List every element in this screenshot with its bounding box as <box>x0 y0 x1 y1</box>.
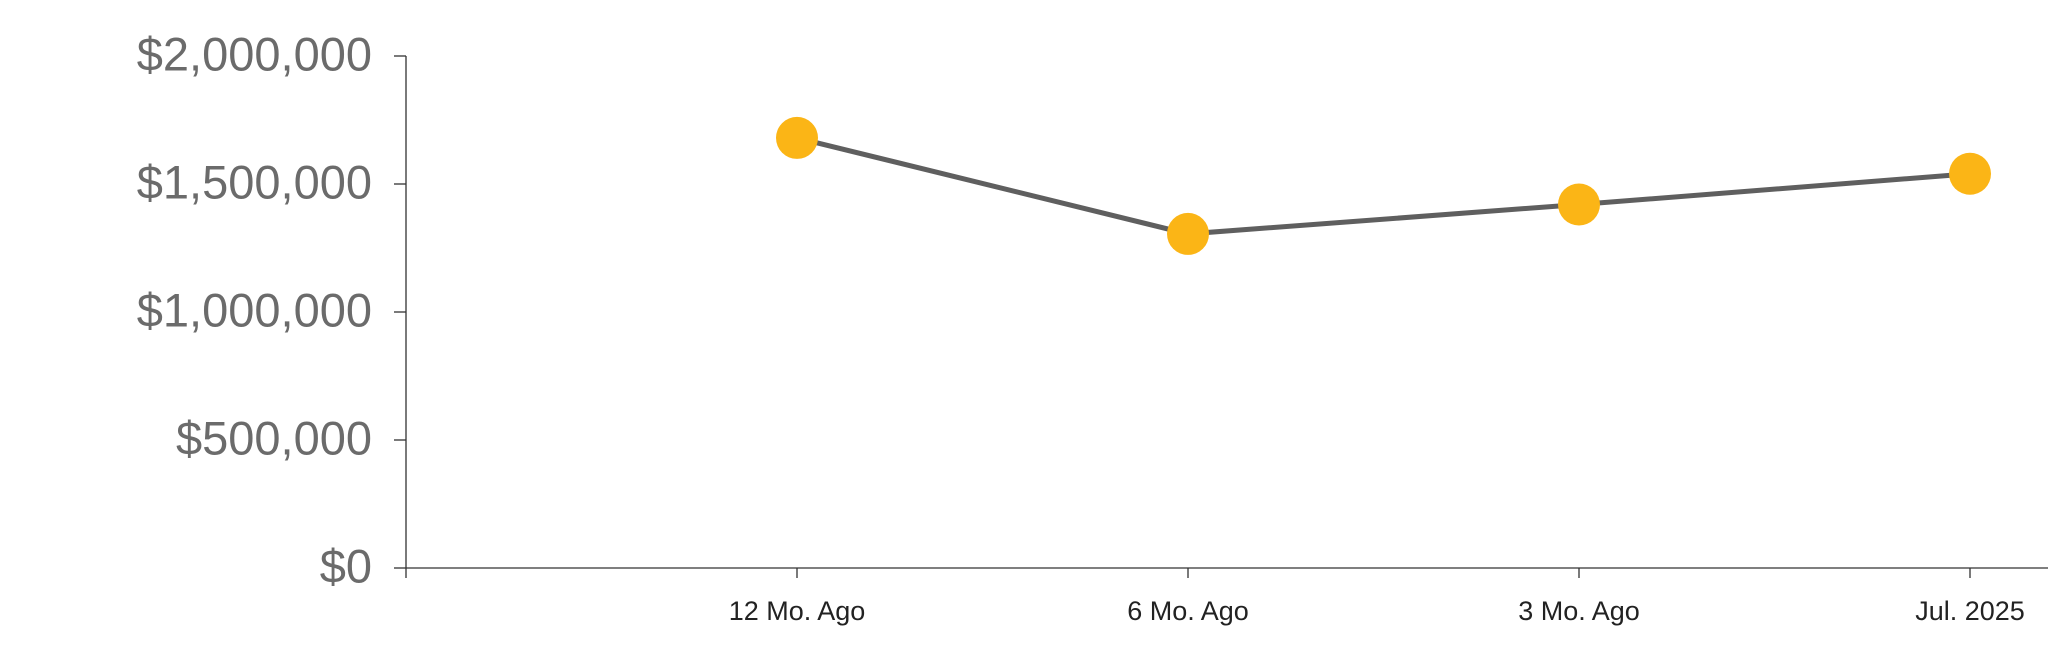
y-tick-label: $0 <box>320 539 372 592</box>
y-tick-label: $1,000,000 <box>137 283 372 336</box>
point <box>1558 183 1600 226</box>
line <box>796 135 1971 237</box>
point <box>776 116 818 159</box>
x-tick-label: 12 Mo. Ago <box>729 596 866 626</box>
y-tick-label: $500,000 <box>176 411 372 464</box>
point <box>1167 212 1209 255</box>
y-tick-label: $1,500,000 <box>137 155 372 208</box>
point <box>1949 152 1991 195</box>
x-tick-label: 6 Mo. Ago <box>1127 596 1249 626</box>
y-tick-label: $2,000,000 <box>137 27 372 80</box>
x-tick-label: 3 Mo. Ago <box>1518 596 1640 626</box>
x-tick-label: Jul. 2025 <box>1915 596 2025 626</box>
